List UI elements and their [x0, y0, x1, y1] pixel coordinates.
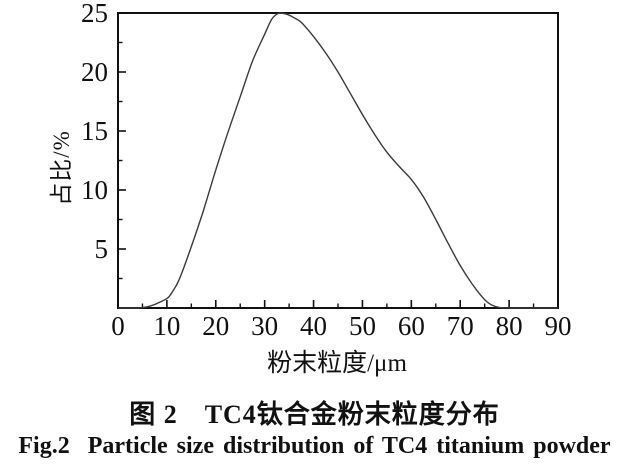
y-tick-label: 5 — [95, 234, 109, 264]
x-tick-label: 80 — [496, 311, 523, 341]
y-tick-label: 20 — [81, 57, 108, 87]
x-axis-label: 粉末粒度/μm — [267, 350, 407, 377]
chart-svg: 0 10 20 30 40 50 60 70 80 90 5 10 15 20 25 — [81, 0, 572, 341]
x-tick-label: 40 — [300, 311, 327, 341]
figure-caption-en: Fig.2 Particle size distribution of TC4 … — [18, 433, 611, 459]
plot-frame — [117, 12, 559, 309]
x-tick-label: 10 — [153, 311, 180, 341]
x-tick-label: 20 — [202, 311, 229, 341]
x-tick-label: 30 — [251, 311, 278, 341]
x-tick-label: 90 — [545, 311, 572, 341]
x-tick-label: 70 — [447, 311, 474, 341]
y-tick-label: 15 — [81, 116, 108, 146]
figure-caption-zh: 图 2 TC4钛合金粉末粒度分布 — [129, 400, 500, 429]
y-tick-label: 10 — [81, 175, 108, 205]
x-axis-label-row: 粉末粒度/μm — [0, 343, 629, 379]
distribution-curve — [117, 12, 558, 309]
y-tick-label: 25 — [81, 0, 108, 28]
x-tick-label: 50 — [349, 311, 376, 341]
x-tick-label: 0 — [111, 311, 125, 341]
x-tick-label: 60 — [398, 311, 425, 341]
y-axis-label: 占比/% — [49, 130, 74, 206]
